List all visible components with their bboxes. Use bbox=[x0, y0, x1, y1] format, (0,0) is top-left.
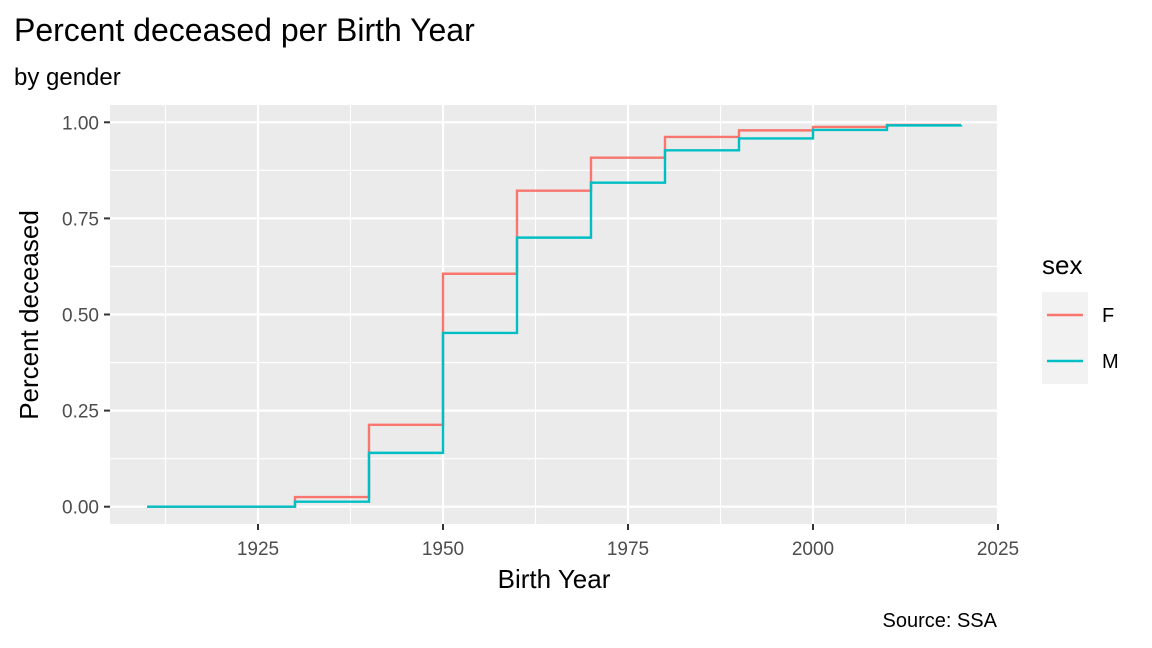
grid-major bbox=[110, 105, 1000, 524]
chart-title: Percent deceased per Birth Year bbox=[14, 12, 475, 48]
x-tick-label: 1950 bbox=[422, 539, 464, 560]
y-tick-label: 0.25 bbox=[62, 402, 99, 423]
legend-label-m: M bbox=[1102, 351, 1119, 373]
legend: sex F M bbox=[1042, 250, 1119, 384]
series-lines bbox=[147, 123, 963, 508]
y-tick-label: 0.00 bbox=[62, 498, 99, 519]
chart-subtitle: by gender bbox=[14, 64, 121, 91]
series-line-m bbox=[147, 124, 963, 508]
legend-label-f: F bbox=[1102, 305, 1114, 327]
chart-caption: Source: SSA bbox=[882, 610, 997, 632]
legend-title: sex bbox=[1042, 250, 1082, 280]
y-tick-label: 0.75 bbox=[62, 209, 99, 230]
y-axis: 0.00 0.25 0.50 0.75 1.00 bbox=[62, 113, 110, 519]
y-tick-label: 1.00 bbox=[62, 113, 99, 134]
x-tick-label: 2000 bbox=[792, 539, 834, 560]
x-axis: 1925 1950 1975 2000 2025 bbox=[237, 524, 1019, 560]
y-axis-title: Percent deceased bbox=[14, 210, 44, 420]
x-tick-label: 2025 bbox=[977, 539, 1019, 560]
x-tick-label: 1975 bbox=[607, 539, 649, 560]
x-tick-label: 1925 bbox=[237, 539, 279, 560]
y-tick-label: 0.50 bbox=[62, 306, 99, 327]
x-axis-title: Birth Year bbox=[498, 564, 611, 594]
